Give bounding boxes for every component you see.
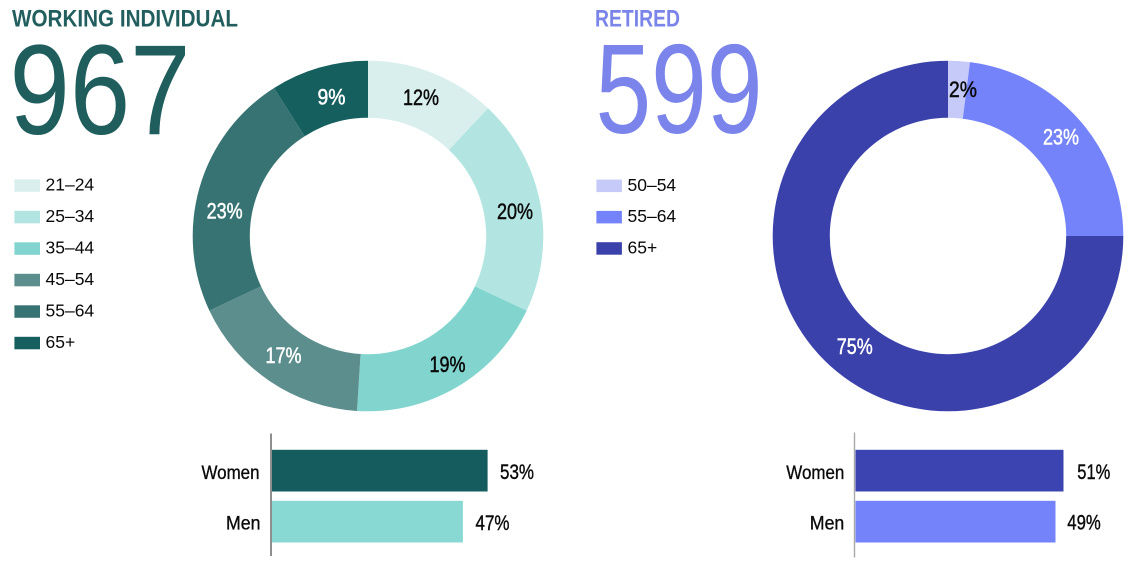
svg-text:55–64: 55–64 bbox=[46, 301, 95, 321]
svg-text:9%: 9% bbox=[318, 84, 346, 109]
svg-text:12%: 12% bbox=[403, 85, 439, 110]
svg-text:51%: 51% bbox=[1077, 460, 1110, 484]
svg-text:65+: 65+ bbox=[628, 237, 658, 257]
svg-text:2%: 2% bbox=[949, 77, 977, 102]
svg-text:47%: 47% bbox=[476, 511, 510, 535]
svg-text:53%: 53% bbox=[500, 460, 534, 484]
svg-text:25–34: 25–34 bbox=[46, 206, 95, 226]
svg-text:599: 599 bbox=[596, 18, 763, 160]
svg-text:17%: 17% bbox=[266, 343, 302, 368]
svg-text:Men: Men bbox=[810, 513, 845, 535]
svg-text:19%: 19% bbox=[430, 352, 466, 377]
svg-text:WORKING INDIVIDUAL: WORKING INDIVIDUAL bbox=[12, 6, 238, 33]
svg-text:21–24: 21–24 bbox=[46, 175, 95, 195]
svg-text:55–64: 55–64 bbox=[628, 206, 677, 226]
svg-text:967: 967 bbox=[10, 19, 191, 162]
svg-text:65+: 65+ bbox=[46, 332, 76, 352]
svg-text:50–54: 50–54 bbox=[628, 175, 677, 195]
svg-text:Men: Men bbox=[226, 513, 261, 535]
svg-text:23%: 23% bbox=[207, 199, 243, 224]
svg-text:45–54: 45–54 bbox=[46, 269, 95, 289]
svg-text:20%: 20% bbox=[497, 199, 533, 224]
svg-text:RETIRED: RETIRED bbox=[595, 6, 680, 33]
svg-text:Women: Women bbox=[786, 462, 844, 484]
svg-text:Women: Women bbox=[202, 462, 260, 484]
svg-text:49%: 49% bbox=[1067, 511, 1101, 535]
svg-text:75%: 75% bbox=[837, 334, 873, 359]
svg-text:23%: 23% bbox=[1043, 125, 1079, 150]
svg-text:35–44: 35–44 bbox=[46, 238, 95, 258]
